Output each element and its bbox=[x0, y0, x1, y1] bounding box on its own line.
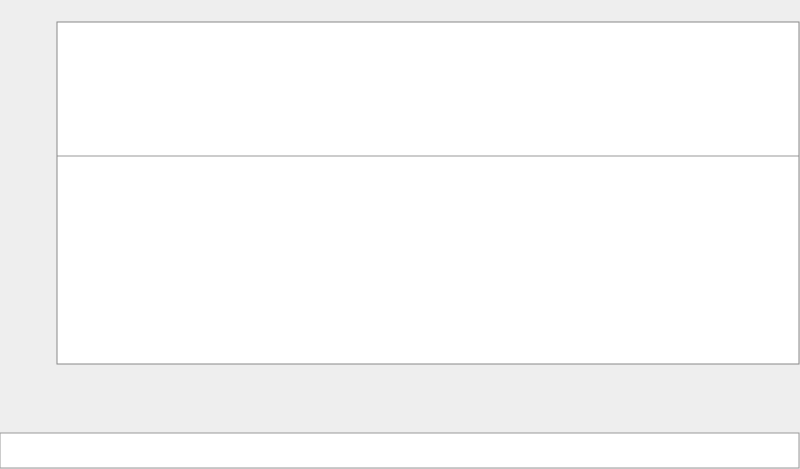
plot-area bbox=[57, 22, 799, 364]
legend-box bbox=[0, 432, 800, 469]
plot-frame bbox=[56, 21, 800, 365]
